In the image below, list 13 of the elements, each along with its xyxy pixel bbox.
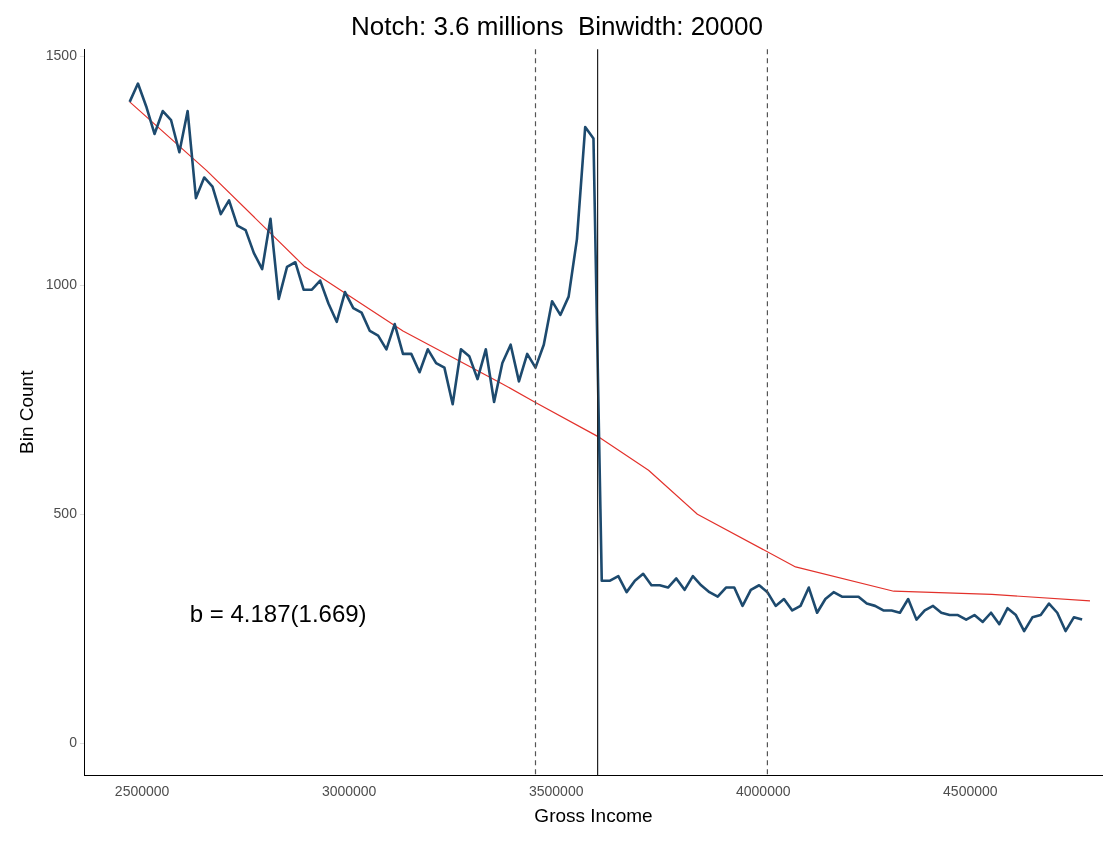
y-tick-label: 0 [69, 734, 78, 751]
y-axis-title: Bin Count [15, 369, 37, 455]
y-tick-label: 1000 [45, 276, 78, 293]
x-tick-label: 4000000 [736, 782, 791, 799]
chart-title: Notch: 3.6 millions Binwidth: 20000 [351, 10, 763, 41]
x-axis-title: Gross Income [534, 804, 653, 826]
x-tick-label: 2500000 [114, 782, 170, 799]
y-tick-label: 1500 [45, 46, 78, 63]
x-tick-label: 3500000 [528, 782, 584, 799]
y-tick-label: 500 [53, 505, 78, 522]
annotation: b = 4.187(1.669) [189, 600, 367, 628]
x-tick-label: 3000000 [321, 782, 377, 799]
x-tick-label: 4500000 [943, 782, 998, 799]
